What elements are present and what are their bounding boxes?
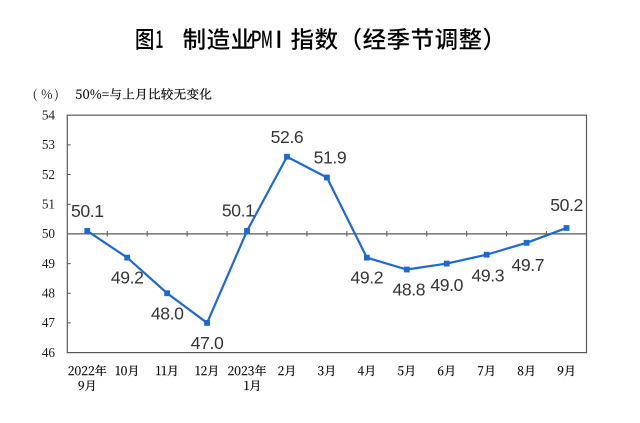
svg-text:50.1: 50.1 — [71, 201, 104, 221]
svg-text:50.2: 50.2 — [550, 195, 583, 215]
svg-text:50.1: 50.1 — [222, 200, 255, 220]
svg-text:51.9: 51.9 — [314, 148, 347, 168]
svg-text:49.7: 49.7 — [511, 255, 544, 275]
svg-text:52.6: 52.6 — [271, 127, 304, 147]
svg-text:54: 54 — [42, 108, 56, 123]
svg-text:50: 50 — [42, 226, 56, 241]
svg-text:49.2: 49.2 — [351, 268, 384, 288]
svg-text:46: 46 — [42, 345, 56, 360]
svg-text:47.0: 47.0 — [191, 333, 224, 353]
svg-text:47: 47 — [42, 315, 56, 330]
svg-text:52: 52 — [42, 167, 55, 182]
svg-text:49.3: 49.3 — [472, 266, 505, 286]
svg-text:48: 48 — [42, 286, 56, 301]
svg-text:48.8: 48.8 — [392, 280, 425, 300]
svg-text:49: 49 — [42, 256, 56, 271]
svg-text:48.0: 48.0 — [151, 303, 184, 323]
svg-text:53: 53 — [42, 137, 56, 152]
svg-text:49.0: 49.0 — [430, 275, 463, 295]
svg-text:49.2: 49.2 — [111, 268, 144, 288]
svg-text:51: 51 — [42, 197, 55, 212]
